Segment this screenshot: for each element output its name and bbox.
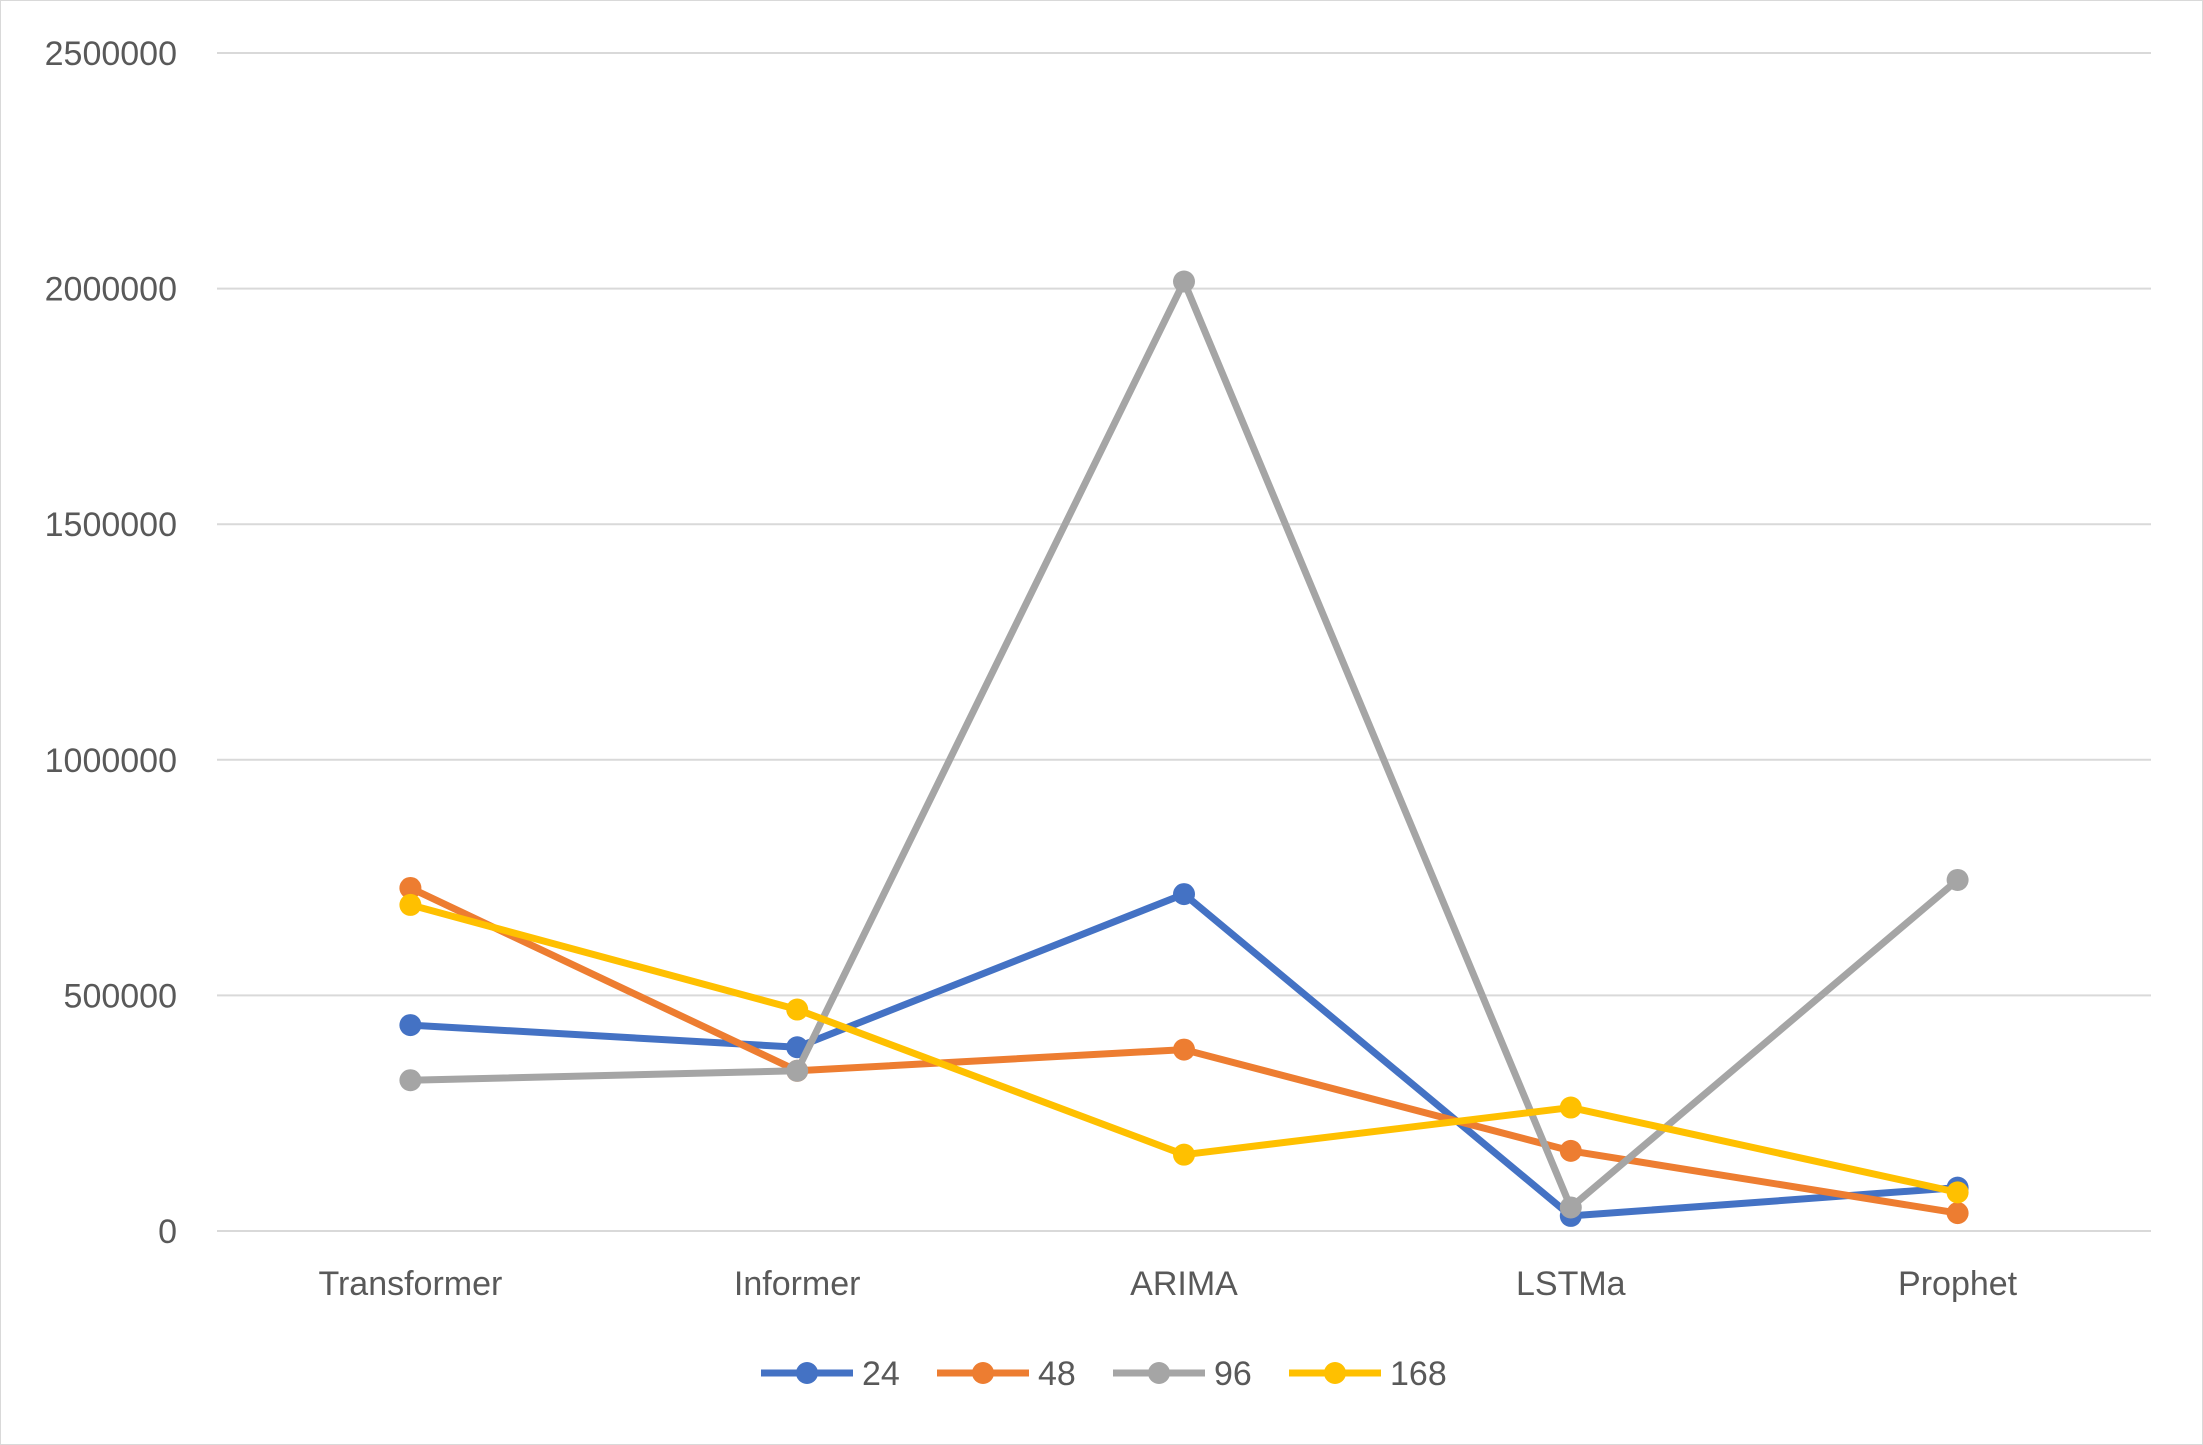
legend-label: 168 xyxy=(1390,1355,1447,1393)
x-tick-label: LSTMa xyxy=(1516,1265,1626,1303)
series-48 xyxy=(399,876,1969,1225)
data-point xyxy=(1173,883,1195,906)
legend: 24 48 96 168 xyxy=(761,1355,1447,1393)
data-point xyxy=(1559,1196,1582,1219)
series-168 xyxy=(399,893,1969,1204)
data-point xyxy=(1173,1143,1195,1166)
x-tick-label: Transformer xyxy=(318,1265,502,1303)
data-point xyxy=(1559,1096,1582,1119)
legend-label: 48 xyxy=(1038,1355,1076,1393)
data-point xyxy=(1173,270,1195,293)
legend-label: 96 xyxy=(1214,1355,1252,1393)
legend-label: 24 xyxy=(862,1355,900,1393)
data-point xyxy=(1559,1139,1582,1162)
y-tick-label: 500000 xyxy=(64,977,177,1015)
legend-item: 48 xyxy=(937,1355,1076,1393)
data-point xyxy=(399,1069,422,1092)
series-line xyxy=(406,278,1962,1211)
data-point xyxy=(399,1014,422,1037)
data-point xyxy=(399,893,422,916)
data-point xyxy=(1946,1202,1969,1225)
y-tick-label: 0 xyxy=(158,1213,177,1251)
x-tick-label: Prophet xyxy=(1898,1265,2018,1303)
data-point xyxy=(399,876,422,899)
data-point xyxy=(786,1059,809,1082)
legend-item: 168 xyxy=(1289,1355,1447,1393)
x-tick-label: ARIMA xyxy=(1130,1265,1238,1303)
y-tick-label: 1000000 xyxy=(45,742,177,780)
y-tick-label: 1500000 xyxy=(45,506,177,544)
x-axis: Transformer Informer ARIMA LSTMa Prophet xyxy=(318,1265,2017,1303)
data-point xyxy=(1173,1038,1195,1061)
legend-swatch-marker xyxy=(1324,1362,1346,1384)
legend-swatch-marker xyxy=(796,1362,818,1384)
series-layer xyxy=(399,270,1969,1227)
series-96 xyxy=(399,270,1969,1219)
y-axis: 0 500000 1000000 1500000 2000000 2500000 xyxy=(45,35,177,1251)
data-point xyxy=(1946,868,1969,891)
data-point xyxy=(1946,1181,1969,1204)
legend-item: 24 xyxy=(761,1355,900,1393)
data-point xyxy=(786,998,809,1021)
legend-swatch-marker xyxy=(1148,1362,1170,1384)
legend-swatch-marker xyxy=(972,1362,994,1384)
legend-item: 96 xyxy=(1113,1355,1252,1393)
x-tick-label: Informer xyxy=(734,1265,861,1303)
y-tick-label: 2500000 xyxy=(45,35,177,73)
y-tick-label: 2000000 xyxy=(45,271,177,309)
